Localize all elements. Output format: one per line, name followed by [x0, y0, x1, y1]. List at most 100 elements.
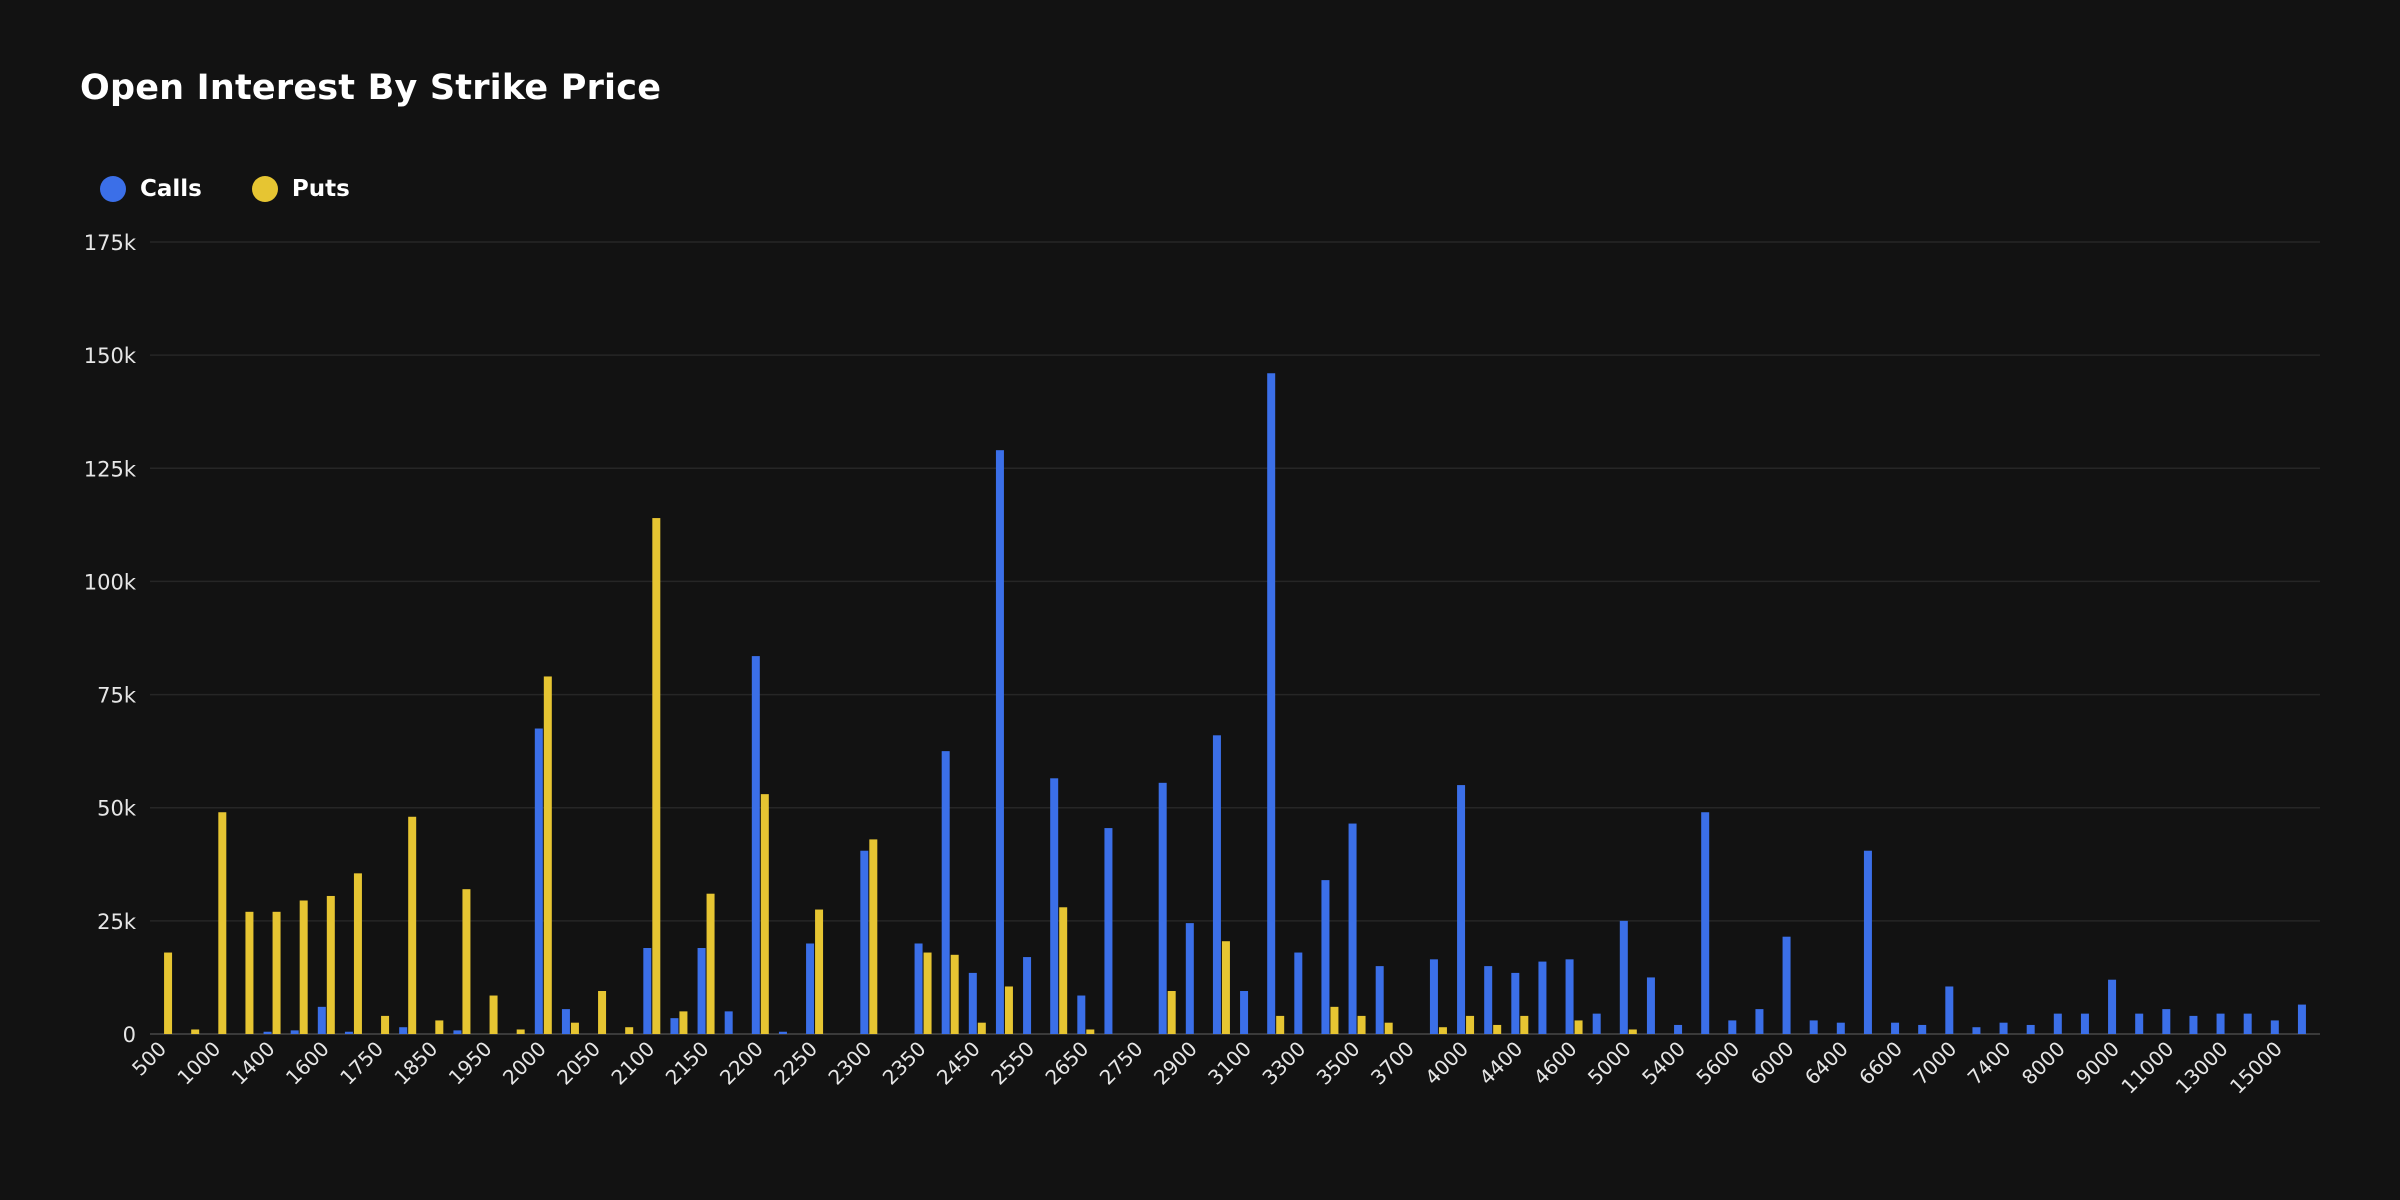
bar-calls-35[interactable]: [1104, 828, 1113, 1034]
bar-calls-47[interactable]: [1429, 959, 1438, 1034]
bar-calls-29[interactable]: [941, 751, 950, 1034]
bar-calls-18[interactable]: [643, 948, 652, 1034]
legend-item-puts[interactable]: Puts: [251, 176, 350, 202]
bar-calls-61[interactable]: [1809, 1020, 1818, 1034]
bar-puts-34[interactable]: [1086, 1029, 1095, 1034]
bar-puts-17[interactable]: [625, 1027, 634, 1034]
bar-puts-0[interactable]: [164, 952, 173, 1034]
bar-puts-5[interactable]: [299, 900, 308, 1034]
bar-calls-49[interactable]: [1484, 966, 1493, 1034]
bar-puts-15[interactable]: [570, 1022, 579, 1034]
bar-calls-4[interactable]: [263, 1031, 272, 1034]
bar-puts-29[interactable]: [950, 954, 959, 1034]
bar-calls-78[interactable]: [2270, 1020, 2279, 1034]
bar-puts-22[interactable]: [760, 794, 769, 1034]
bar-calls-44[interactable]: [1348, 823, 1357, 1034]
bar-puts-30[interactable]: [977, 1022, 986, 1034]
bar-calls-62[interactable]: [1836, 1022, 1845, 1034]
bar-puts-50[interactable]: [1520, 1015, 1529, 1034]
bar-puts-54[interactable]: [1628, 1029, 1637, 1034]
bar-calls-74[interactable]: [2162, 1009, 2171, 1034]
bar-calls-24[interactable]: [806, 943, 815, 1034]
bar-puts-20[interactable]: [706, 893, 715, 1034]
bar-puts-24[interactable]: [815, 909, 824, 1034]
bar-calls-59[interactable]: [1755, 1009, 1764, 1034]
bar-calls-39[interactable]: [1212, 735, 1221, 1034]
bar-calls-26[interactable]: [860, 850, 869, 1034]
bar-calls-58[interactable]: [1728, 1020, 1737, 1034]
bar-puts-9[interactable]: [408, 816, 417, 1034]
bar-calls-38[interactable]: [1185, 923, 1194, 1034]
bar-puts-52[interactable]: [1574, 1020, 1583, 1034]
bar-calls-69[interactable]: [2026, 1024, 2035, 1034]
bar-calls-77[interactable]: [2243, 1013, 2252, 1034]
bar-puts-4[interactable]: [272, 911, 281, 1034]
bar-puts-1[interactable]: [191, 1029, 200, 1034]
bar-calls-55[interactable]: [1646, 977, 1655, 1034]
bar-calls-50[interactable]: [1511, 972, 1520, 1034]
bar-calls-76[interactable]: [2216, 1013, 2225, 1034]
bar-puts-18[interactable]: [652, 518, 661, 1034]
bar-calls-37[interactable]: [1158, 782, 1167, 1034]
bar-calls-34[interactable]: [1077, 995, 1086, 1034]
bar-puts-33[interactable]: [1059, 907, 1068, 1034]
bar-puts-41[interactable]: [1276, 1015, 1285, 1034]
bar-puts-2[interactable]: [218, 812, 227, 1034]
bar-puts-43[interactable]: [1330, 1006, 1339, 1034]
bar-calls-63[interactable]: [1863, 850, 1872, 1034]
bar-calls-52[interactable]: [1565, 959, 1574, 1034]
legend-item-calls[interactable]: Calls: [100, 176, 202, 202]
bar-calls-32[interactable]: [1023, 957, 1032, 1034]
bar-calls-40[interactable]: [1240, 991, 1249, 1034]
bar-puts-37[interactable]: [1167, 991, 1176, 1034]
bar-puts-6[interactable]: [326, 895, 335, 1034]
bar-calls-28[interactable]: [914, 943, 923, 1034]
bar-puts-16[interactable]: [598, 991, 607, 1034]
bar-calls-42[interactable]: [1294, 952, 1303, 1034]
bar-calls-54[interactable]: [1619, 920, 1628, 1034]
bar-calls-48[interactable]: [1457, 785, 1466, 1034]
bar-calls-6[interactable]: [317, 1006, 326, 1034]
bar-calls-43[interactable]: [1321, 880, 1330, 1034]
bar-calls-45[interactable]: [1375, 966, 1384, 1034]
bar-calls-14[interactable]: [534, 728, 543, 1034]
bar-calls-65[interactable]: [1918, 1024, 1927, 1034]
bar-puts-31[interactable]: [1004, 986, 1013, 1034]
bar-puts-7[interactable]: [353, 873, 362, 1034]
bar-puts-28[interactable]: [923, 952, 932, 1034]
bar-calls-7[interactable]: [344, 1031, 353, 1034]
bar-calls-23[interactable]: [778, 1031, 787, 1034]
bar-calls-15[interactable]: [561, 1009, 570, 1034]
bar-puts-48[interactable]: [1466, 1015, 1475, 1034]
bar-calls-71[interactable]: [2080, 1013, 2089, 1034]
bar-puts-10[interactable]: [435, 1020, 444, 1034]
bar-puts-13[interactable]: [516, 1029, 525, 1034]
bar-calls-22[interactable]: [751, 656, 760, 1034]
bar-puts-44[interactable]: [1357, 1015, 1366, 1034]
bar-calls-68[interactable]: [1999, 1022, 2008, 1034]
bar-calls-21[interactable]: [724, 1011, 733, 1034]
bar-calls-9[interactable]: [399, 1027, 408, 1034]
bar-puts-11[interactable]: [462, 889, 471, 1034]
bar-puts-39[interactable]: [1221, 941, 1230, 1034]
bar-calls-5[interactable]: [290, 1030, 299, 1034]
bar-calls-51[interactable]: [1538, 961, 1547, 1034]
bar-puts-3[interactable]: [245, 911, 254, 1034]
bar-puts-8[interactable]: [381, 1015, 390, 1034]
bar-calls-70[interactable]: [2053, 1013, 2062, 1034]
bar-calls-31[interactable]: [995, 450, 1004, 1034]
bar-calls-20[interactable]: [697, 948, 706, 1034]
bar-calls-30[interactable]: [968, 972, 977, 1034]
bar-calls-57[interactable]: [1701, 812, 1710, 1034]
bar-puts-14[interactable]: [543, 676, 552, 1034]
bar-puts-49[interactable]: [1493, 1024, 1502, 1034]
bar-calls-41[interactable]: [1267, 373, 1276, 1034]
bar-calls-64[interactable]: [1891, 1022, 1900, 1034]
bar-puts-45[interactable]: [1384, 1022, 1393, 1034]
bar-calls-56[interactable]: [1674, 1024, 1683, 1034]
bar-puts-26[interactable]: [869, 839, 878, 1034]
bar-calls-53[interactable]: [1592, 1013, 1601, 1034]
bar-calls-73[interactable]: [2135, 1013, 2144, 1034]
bar-calls-67[interactable]: [1972, 1027, 1981, 1034]
bar-calls-66[interactable]: [1945, 986, 1954, 1034]
